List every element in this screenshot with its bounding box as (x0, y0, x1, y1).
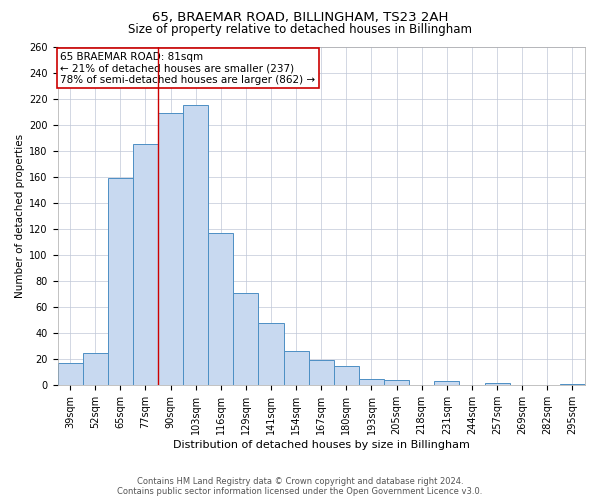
Bar (560, 384, 585, 385)
Bar (208, 233, 233, 385)
Text: 65, BRAEMAR ROAD, BILLINGHAM, TS23 2AH: 65, BRAEMAR ROAD, BILLINGHAM, TS23 2AH (152, 12, 448, 24)
Text: Size of property relative to detached houses in Billingham: Size of property relative to detached ho… (128, 22, 472, 36)
Bar (158, 113, 183, 385)
Bar (108, 178, 133, 385)
Bar (359, 378, 384, 385)
Bar (434, 382, 460, 385)
Bar (183, 105, 208, 385)
X-axis label: Distribution of detached houses by size in Billingham: Distribution of detached houses by size … (173, 440, 470, 450)
Bar (58, 363, 83, 385)
Bar (308, 360, 334, 385)
Y-axis label: Number of detached properties: Number of detached properties (15, 134, 25, 298)
Bar (259, 322, 284, 385)
Bar (485, 382, 509, 385)
Text: Contains HM Land Registry data © Crown copyright and database right 2024.
Contai: Contains HM Land Registry data © Crown c… (118, 476, 482, 496)
Bar (83, 352, 108, 385)
Bar (384, 380, 409, 385)
Bar (233, 292, 259, 385)
Text: 65 BRAEMAR ROAD: 81sqm
← 21% of detached houses are smaller (237)
78% of semi-de: 65 BRAEMAR ROAD: 81sqm ← 21% of detached… (60, 52, 315, 85)
Bar (284, 352, 308, 385)
Bar (334, 366, 359, 385)
Bar (133, 144, 158, 385)
